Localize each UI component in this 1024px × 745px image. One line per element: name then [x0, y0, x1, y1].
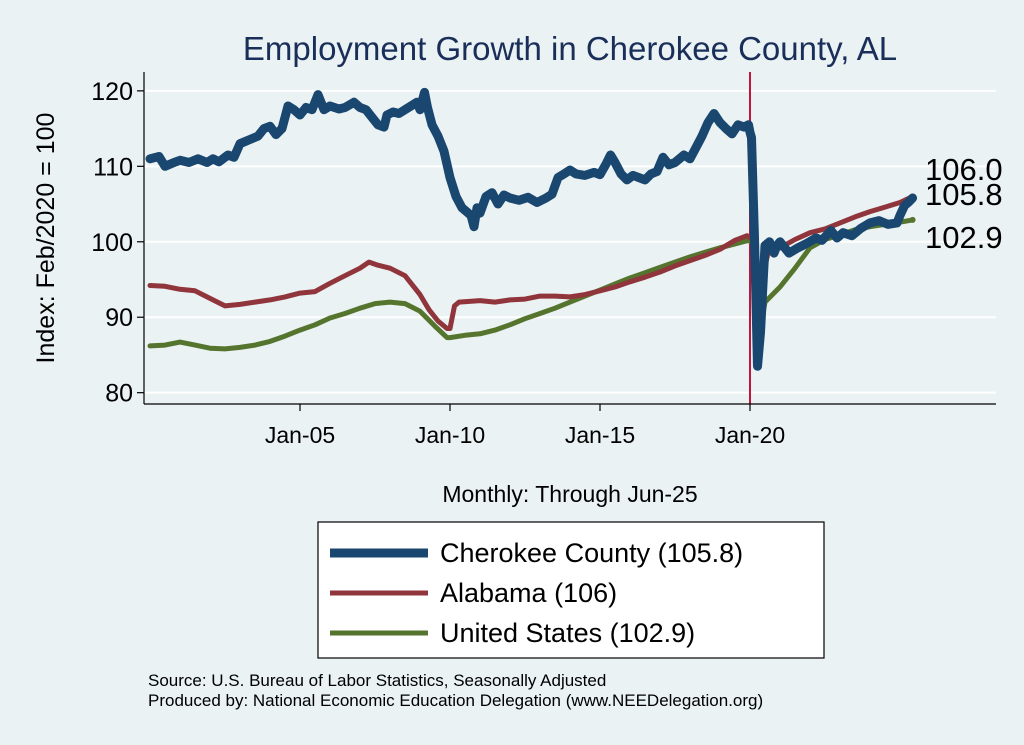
series-end-dot-0 — [909, 195, 916, 202]
tick-label-x-0: Jan-05 — [265, 422, 335, 448]
source-note: Source: U.S. Bureau of Labor Statistics,… — [148, 671, 607, 690]
tick-label-y-90: 90 — [105, 304, 133, 332]
chart-title: Employment Growth in Cherokee County, AL — [243, 30, 897, 67]
tick-label-y-110: 110 — [93, 153, 133, 181]
producer-note: Produced by: National Economic Education… — [148, 691, 764, 710]
legend-items: Cherokee County (105.8) Alabama (106) Unit… — [330, 538, 743, 648]
plot-area — [144, 72, 996, 404]
tick-label-x-3: Jan-20 — [715, 422, 785, 448]
series-layer — [145, 87, 918, 371]
series-line-2 — [147, 217, 916, 354]
end-label-1: 105.8 — [925, 177, 1003, 212]
grid-layer — [144, 89, 996, 394]
axis-layer: 80 90 100 110 120 Jan-05 Jan-10 Jan-15 Jan-20 — [91, 72, 996, 448]
legend-label-1: Alabama (106) — [440, 578, 617, 608]
x-axis-label: Monthly: Through Jun-25 — [442, 481, 697, 507]
legend: Cherokee County (105.8) Alabama (106) Unit… — [317, 521, 825, 659]
end-label-0: 106.0 — [925, 152, 1003, 187]
tick-label-y-100: 100 — [91, 229, 133, 257]
footer: Source: U.S. Bureau of Labor Statistics,… — [148, 671, 763, 711]
end-label-2: 102.9 — [925, 220, 1003, 255]
tick-label-y-80: 80 — [105, 380, 133, 408]
legend-label-2: United States (102.9) — [440, 618, 695, 648]
tick-label-y-120: 120 — [91, 78, 133, 106]
series-end-dot-2 — [909, 216, 916, 223]
tick-label-x-1: Jan-10 — [415, 422, 485, 448]
legend-label-0: Cherokee County (105.8) — [440, 538, 743, 568]
y-axis-label: Index: Feb/2020 = 100 — [32, 113, 60, 364]
tick-label-x-2: Jan-15 — [565, 422, 635, 448]
series-line-0 — [145, 87, 918, 371]
